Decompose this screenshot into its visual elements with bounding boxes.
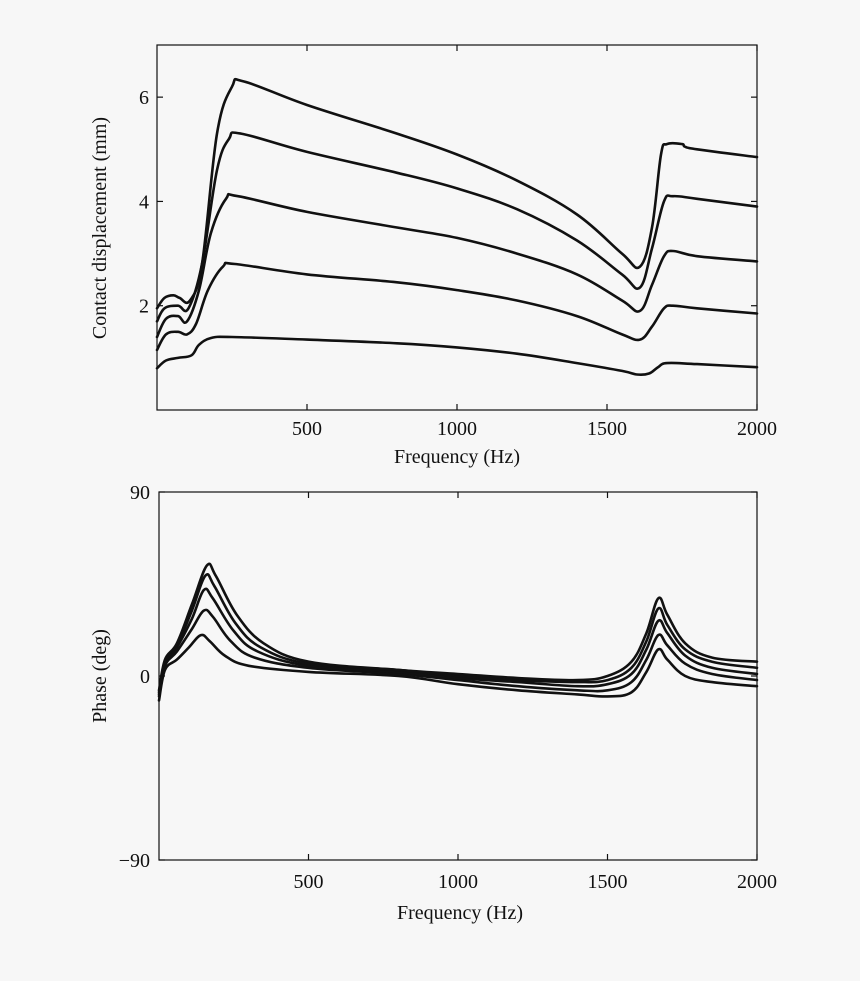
displacement-x-tick-label: 2000 — [737, 418, 777, 440]
displacement-curve-4-line — [155, 131, 759, 323]
displacement-x-tick-label: 1500 — [587, 418, 627, 440]
displacement-curve-3-line — [155, 192, 759, 339]
displacement-y-tick-label: 2 — [139, 296, 149, 318]
displacement-curve-2-line — [155, 261, 759, 352]
displacement-y-axis-label: Contact displacement (mm) — [89, 117, 111, 339]
phase-y-tick-label: 0 — [140, 666, 150, 688]
phase-x-tick-label: 2000 — [737, 871, 777, 893]
displacement-ticks: 500 1000 1500 2000 2 4 6 — [139, 45, 777, 440]
displacement-series — [155, 77, 759, 377]
phase-phase-5-line — [157, 562, 759, 692]
displacement-x-axis-label: Frequency (Hz) — [394, 446, 520, 468]
displacement-y-tick-label: 4 — [139, 191, 149, 213]
displacement-y-tick-label: 6 — [139, 87, 149, 109]
displacement-x-tick-label: 1000 — [437, 418, 477, 440]
phase-x-axis-label: Frequency (Hz) — [397, 902, 523, 924]
phase-y-axis-label: Phase (deg) — [89, 629, 111, 723]
phase-phase-2-line — [157, 608, 759, 698]
displacement-panel: 500 1000 1500 2000 2 4 6 Frequency (Hz) Contac… — [89, 44, 777, 468]
phase-phase-3-line — [157, 587, 759, 696]
displacement-x-tick-label: 500 — [292, 418, 322, 440]
displacement-plot-frame — [156, 44, 758, 411]
phase-x-tick-label: 500 — [294, 871, 324, 893]
displacement-curve-5-line — [155, 77, 759, 310]
displacement-curve-1-line — [155, 335, 759, 377]
phase-x-tick-label: 1000 — [438, 871, 478, 893]
phase-x-tick-label: 1500 — [588, 871, 628, 893]
phase-panel: 500 1000 1500 2000 −90 0 90 Frequency (Hz) Pha… — [89, 482, 777, 924]
phase-y-tick-label: 90 — [130, 482, 150, 504]
phase-phase-1-line — [157, 633, 759, 702]
phase-phase-4-line — [157, 573, 759, 694]
phase-y-tick-label: −90 — [119, 850, 150, 872]
phase-series — [157, 562, 759, 702]
phase-ticks: 500 1000 1500 2000 −90 0 90 — [119, 482, 777, 893]
